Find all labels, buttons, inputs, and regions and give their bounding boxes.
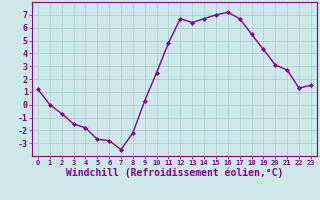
- X-axis label: Windchill (Refroidissement éolien,°C): Windchill (Refroidissement éolien,°C): [66, 168, 283, 178]
